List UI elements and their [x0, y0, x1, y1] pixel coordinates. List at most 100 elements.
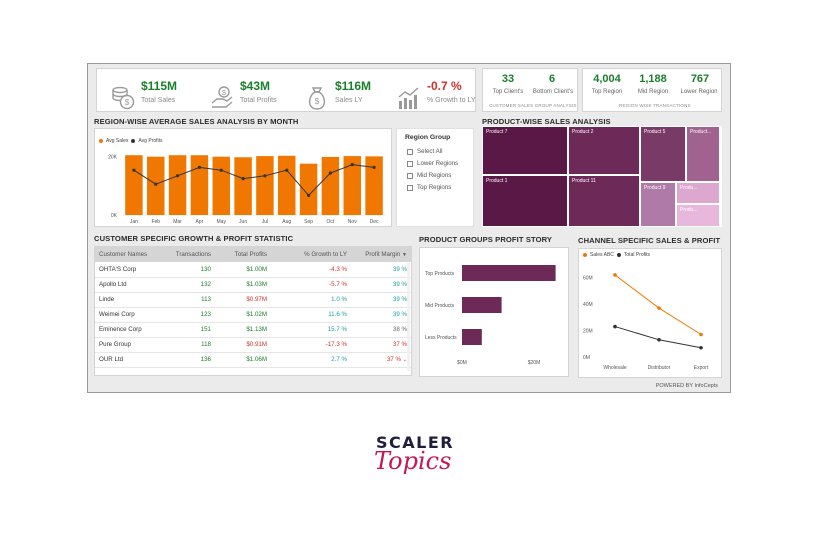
- y-tick-label: 0K: [111, 213, 118, 219]
- top-region-label: Top Region: [591, 89, 623, 95]
- x-tick-label: Aug: [282, 219, 291, 225]
- slicer-option-label: Mid Regions: [417, 172, 452, 179]
- column-header[interactable]: % Growth to LY: [271, 247, 351, 262]
- table-scrollbar[interactable]: [407, 263, 410, 371]
- column-header[interactable]: Total Profits: [215, 247, 271, 262]
- table-row[interactable]: Eminence Corp 151 $1.13M 15.7 % 38 %: [95, 322, 411, 338]
- cell-customer: Weimei Corp: [95, 307, 163, 323]
- column-header[interactable]: Customer Names: [95, 247, 163, 262]
- point-avg-profits: [219, 168, 223, 172]
- point-avg-profits: [285, 168, 289, 172]
- x-tick-label: Sep: [304, 219, 313, 225]
- series-point: [613, 273, 617, 277]
- checkbox[interactable]: [407, 172, 413, 179]
- series-point: [699, 332, 703, 337]
- kpi-value: $115M: [141, 79, 178, 93]
- checkbox[interactable]: [407, 184, 413, 191]
- treemap-tile[interactable]: Produ...: [676, 204, 720, 227]
- treemap-tile[interactable]: Product 11: [568, 175, 640, 227]
- point-avg-profits: [306, 193, 311, 197]
- legend-label-profits: Total Profits: [623, 252, 651, 258]
- point-avg-profits: [154, 182, 158, 186]
- table-row[interactable]: Pure Group 118 $0.91M -17.3 % 37 %: [95, 337, 411, 353]
- cell-customer: OHTA'S Corp: [95, 262, 163, 278]
- bar-avg-sales: [365, 156, 383, 215]
- slicer-option-select-all[interactable]: Select All: [407, 148, 442, 155]
- table-row[interactable]: OUR Ltd 136 $1.06M 2.7 % 37 % ⌄: [95, 352, 411, 368]
- table-row[interactable]: Apollo Ltd 132 $1.03M -5.7 % 39 %: [95, 277, 411, 293]
- cell-growth: 15.7 %: [271, 322, 351, 338]
- series-point: [657, 306, 661, 310]
- x-tick-label: May: [217, 219, 227, 225]
- checkbox[interactable]: [407, 148, 413, 155]
- cell-growth: 1.0 %: [271, 292, 351, 308]
- slicer-option-top-regions[interactable]: Top Regions: [407, 184, 451, 191]
- treemap-tile[interactable]: Product 9: [640, 182, 676, 227]
- cell-transactions: 136: [163, 352, 215, 368]
- column-header-sorted[interactable]: Profit Margin ▼: [351, 247, 411, 262]
- bar-product-group: [462, 265, 556, 281]
- sort-desc-icon[interactable]: ▼: [402, 252, 407, 258]
- lower-region-label: Lower Region: [680, 89, 718, 95]
- cell-profits: $0.91M: [215, 337, 271, 353]
- cell-profits: $0.97M: [215, 292, 271, 308]
- y-tick-label: 20M: [583, 329, 593, 335]
- x-tick-label: Jan: [130, 219, 138, 225]
- kpi-label: % Growth to LY: [427, 97, 476, 104]
- slicer-option-mid-regions[interactable]: Mid Regions: [407, 172, 451, 179]
- point-avg-profits: [175, 174, 180, 178]
- slicer-option-label: Lower Regions: [417, 160, 459, 167]
- treemap-tile[interactable]: Product 2: [568, 126, 640, 175]
- cell-transactions: 118: [163, 337, 215, 353]
- y-tick-label: 40M: [583, 302, 593, 308]
- slicer-option-lower-regions[interactable]: Lower Regions: [407, 160, 458, 167]
- product-treemap: Product 7 Product 2 Product 5 Product...…: [482, 126, 722, 227]
- x-tick-label: $0M: [457, 360, 467, 366]
- point-avg-profits: [241, 177, 245, 181]
- treemap-tile[interactable]: Product 5: [640, 126, 686, 182]
- top-clients-label: Top Client's: [492, 89, 524, 95]
- cell-profits: $1.06M: [215, 352, 271, 368]
- treemap-tile[interactable]: Product 7: [482, 126, 568, 175]
- cell-profits: $1.03M: [215, 277, 271, 293]
- y-tick-label: Top Products: [425, 271, 455, 277]
- logo-text-scaler: SCALER: [376, 433, 455, 452]
- column-header[interactable]: Transactions: [163, 247, 215, 262]
- x-tick-label: $20M: [528, 360, 541, 366]
- cell-customer: Apollo Ltd: [95, 277, 163, 293]
- coins-icon: $: [112, 86, 135, 110]
- legend-dot-profits: [131, 139, 136, 143]
- series-line: [614, 326, 702, 349]
- region-chart-plot: 20K0K8K7KJanFebMarAprMayJunJulAugSepOctN…: [108, 155, 385, 225]
- bar-avg-sales: [147, 156, 165, 215]
- treemap-title: PRODUCT-WISE SALES ANALYSIS: [482, 117, 611, 126]
- treemap-tile[interactable]: Product...: [686, 126, 720, 182]
- kpi-label: Total Sales: [141, 97, 176, 104]
- hand-money-icon: $: [211, 86, 233, 108]
- table-row[interactable]: OHTA'S Corp 130 $1.00M -4.3 % 39 %: [95, 262, 411, 278]
- bar-avg-sales: [125, 155, 143, 215]
- region-group-subtitle: REGION WISE TRANSACTIONS: [619, 103, 691, 108]
- x-tick-label: Apr: [196, 219, 204, 225]
- channel-legend: Sales ABC Total Profits: [583, 252, 650, 258]
- cell-transactions: 130: [163, 262, 215, 278]
- region-chart-title: REGION-WISE AVERAGE SALES ANALYSIS BY MO…: [94, 117, 299, 126]
- x-tick-label: Dec: [370, 219, 379, 225]
- legend-label-profits: Avg Profits: [138, 138, 163, 144]
- customer-table: Customer Names Transactions Total Profit…: [94, 246, 412, 376]
- bar-avg-sales: [190, 155, 209, 215]
- svg-text:$: $: [222, 90, 226, 97]
- table-row[interactable]: Linde 113 $0.97M 1.0 % 39 %: [95, 292, 411, 308]
- treemap-tile[interactable]: Produ...: [676, 182, 720, 204]
- cell-growth: -5.7 %: [271, 277, 351, 293]
- checkbox[interactable]: [407, 160, 413, 167]
- cell-transactions: 123: [163, 307, 215, 323]
- legend-dot-sales: [99, 139, 103, 143]
- point-avg-profits: [197, 165, 202, 169]
- table-row[interactable]: Weimei Corp 123 $1.02M 11.6 % 39 %: [95, 307, 411, 323]
- y-tick-label: 60M: [583, 276, 593, 282]
- cell-margin: 37 % ⌄: [351, 352, 411, 368]
- treemap-tile[interactable]: Product 1: [482, 175, 568, 227]
- bottom-clients-label: Bottom Client's: [532, 89, 574, 95]
- x-tick-label: Wholesale: [603, 365, 627, 371]
